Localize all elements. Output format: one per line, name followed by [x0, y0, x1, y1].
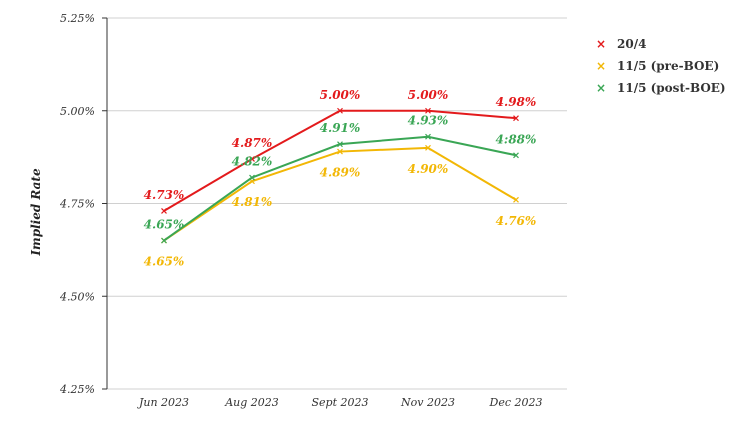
data-label: 5.00% — [320, 88, 361, 102]
data-point — [513, 196, 519, 203]
data-point — [249, 156, 255, 162]
x-tick-label: Aug 2023 — [224, 396, 279, 409]
data-point — [425, 144, 431, 151]
data-labels: 4.73% 4.87% 5.00% 5.00% 4.98% 4.65% 4.81% 4.89%… — [144, 88, 537, 269]
legend-item: × 11/5 (pre-BOE) — [596, 55, 726, 77]
data-label: 4.93% — [408, 114, 449, 128]
y-tick-label: 4.50% — [59, 290, 95, 303]
x-tick-label: Nov 2023 — [400, 396, 455, 409]
data-label: 4:88% — [496, 132, 537, 146]
legend-label: 11/5 (post-BOE) — [617, 81, 726, 95]
legend-marker-icon: × — [596, 81, 607, 95]
data-label: 4.90% — [408, 162, 449, 176]
y-axis-label: Implied Rate — [29, 168, 43, 257]
data-point — [337, 107, 343, 114]
x-tick-labels: Jun 2023 Aug 2023 Sept 2023 Nov 2023 Dec 202… — [137, 396, 543, 409]
data-label: 4.76% — [496, 214, 537, 228]
y-tick-label: 4.25% — [59, 383, 95, 396]
legend-marker-icon: × — [596, 37, 607, 51]
legend-item: × 11/5 (post-BOE) — [596, 77, 726, 99]
data-label: 4.82% — [232, 155, 273, 169]
data-label: 5.00% — [408, 88, 449, 102]
data-point — [249, 174, 255, 181]
y-tick-label: 5.25% — [60, 12, 95, 25]
x-tick-label: Jun 2023 — [137, 396, 189, 409]
data-point — [161, 207, 167, 214]
legend-label: 20/4 — [617, 37, 647, 51]
data-label: 4.87% — [232, 136, 273, 150]
y-tick-label: 4.75% — [59, 198, 95, 211]
legend: × 20/4 × 11/5 (pre-BOE) × 11/5 (post-BOE) — [596, 33, 726, 99]
data-point — [513, 115, 519, 122]
data-point — [337, 141, 343, 148]
data-label: 4.98% — [496, 95, 537, 109]
data-label: 4.73% — [144, 188, 185, 202]
x-tick-label: Dec 2023 — [489, 396, 543, 409]
data-point — [337, 148, 343, 155]
series-group — [161, 107, 519, 244]
data-label: 4.65% — [144, 255, 185, 269]
y-tick-label: 5.00% — [60, 105, 95, 118]
data-label: 4.89% — [320, 166, 361, 180]
y-tick-labels: 4.25% 4.50% 4.75% 5.00% 5.25% — [59, 12, 95, 396]
legend-item: × 20/4 — [596, 33, 726, 55]
legend-marker-icon: × — [596, 59, 607, 73]
data-point — [425, 107, 431, 114]
data-label: 4.81% — [232, 195, 273, 209]
data-point — [425, 133, 431, 140]
legend-label: 11/5 (pre-BOE) — [617, 59, 720, 73]
data-point — [513, 152, 519, 159]
data-label: 4.91% — [320, 121, 361, 135]
data-label: 4.65% — [144, 218, 185, 232]
grid-lines — [102, 17, 567, 390]
series-line — [163, 146, 517, 242]
x-tick-label: Sept 2023 — [312, 396, 369, 409]
data-point — [161, 237, 167, 244]
